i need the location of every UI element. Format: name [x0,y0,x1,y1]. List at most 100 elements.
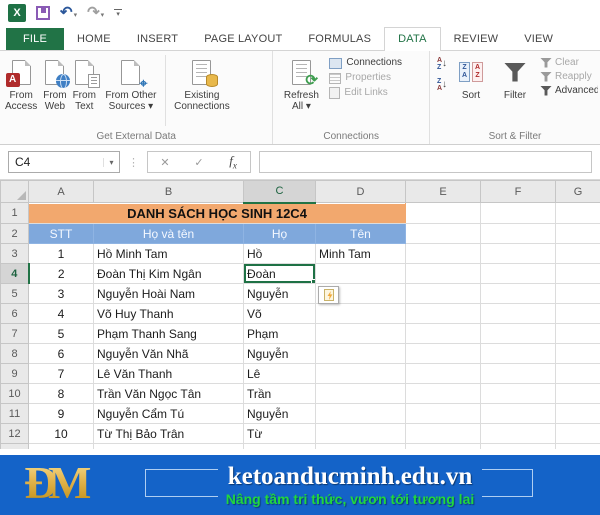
tab-view[interactable]: VIEW [524,33,554,45]
cell[interactable] [555,423,600,444]
cell[interactable] [555,263,600,284]
from-text-button[interactable]: From Text [70,53,100,113]
from-web-button[interactable]: From Web [40,53,71,113]
cell[interactable] [405,283,481,304]
cell[interactable] [405,343,481,364]
cell[interactable] [405,243,481,264]
insert-function-icon[interactable]: fx [229,153,237,171]
fill-handle[interactable] [311,279,315,283]
cell[interactable] [405,223,481,244]
cell[interactable]: Nguyễn [243,283,316,304]
cell[interactable]: 8 [28,383,94,404]
edit-links-button[interactable]: Edit Links [329,87,402,99]
cell[interactable]: 9 [28,403,94,424]
cell[interactable] [315,263,406,284]
tab-page-layout[interactable]: PAGE LAYOUT [204,33,283,45]
select-all-corner[interactable] [0,180,29,203]
cell[interactable] [405,303,481,324]
cell[interactable]: Võ [243,303,316,324]
cell[interactable] [555,243,600,264]
cell[interactable]: 4 [28,303,94,324]
sheet-title-cell[interactable]: DANH SÁCH HỌC SINH 12C4 [28,202,406,224]
name-box-caret-icon[interactable]: ▾ [103,157,119,167]
cell[interactable] [555,202,600,224]
tab-data[interactable]: DATA [384,27,441,51]
cell[interactable]: 1 [28,243,94,264]
excel-logo-icon[interactable]: X [8,4,26,22]
cell[interactable] [480,243,556,264]
filter-button[interactable]: Filter [492,53,538,102]
cell[interactable] [555,283,600,304]
cell[interactable]: 2 [28,263,94,284]
row-header-10[interactable]: 10 [0,383,29,404]
cell[interactable] [480,202,556,224]
cell[interactable]: Đoàn Thị Kim Ngân [93,263,244,284]
col-header-e[interactable]: E [405,180,481,203]
active-cell-c4[interactable]: Đoàn [243,263,316,284]
row-header-5[interactable]: 5 [0,283,29,304]
cell[interactable] [315,403,406,424]
redo-caret-icon[interactable]: ▾ [100,12,105,19]
formula-input[interactable] [259,151,592,173]
properties-button[interactable]: Properties [329,72,402,84]
cell[interactable] [405,202,481,224]
cell[interactable] [480,403,556,424]
cell[interactable]: Minh Tam [315,243,406,264]
cell[interactable]: 3 [28,283,94,304]
save-icon[interactable] [36,6,50,20]
cell[interactable]: 10 [28,423,94,444]
cell[interactable] [480,443,556,449]
col-header-f[interactable]: F [480,180,556,203]
cell[interactable] [480,363,556,384]
cell[interactable]: Phạm Thanh Sang [93,323,244,344]
customize-qat-button[interactable]: ▾ [114,9,123,18]
row-header-13[interactable] [0,443,29,449]
cell[interactable]: Nguyễn Cẩm Tú [93,403,244,424]
refresh-all-button[interactable]: ⟳ Refresh All ▾ [275,53,327,113]
col-header-d[interactable]: D [315,180,406,203]
row-header-8[interactable]: 8 [0,343,29,364]
cell[interactable]: Hồ [243,243,316,264]
cell[interactable] [315,343,406,364]
cell[interactable] [480,223,556,244]
enter-icon[interactable]: ✓ [194,156,204,169]
tab-formulas[interactable]: FORMULAS [308,33,372,45]
row-header-7[interactable]: 7 [0,323,29,344]
cell[interactable] [405,443,481,449]
header-cell-ho[interactable]: Họ [243,223,316,244]
cell[interactable]: Lê [243,363,316,384]
tab-review[interactable]: REVIEW [453,33,499,45]
cell[interactable] [480,263,556,284]
cell[interactable]: Nguyễn Hoài Nam [93,283,244,304]
cell[interactable] [555,403,600,424]
col-header-b[interactable]: B [93,180,244,203]
col-header-c[interactable]: C [243,180,316,204]
advanced-filter-button[interactable]: Advanced [540,85,598,96]
header-cell-stt[interactable]: STT [28,223,94,244]
cell[interactable] [243,443,316,449]
cell[interactable] [555,383,600,404]
cell[interactable]: 7 [28,363,94,384]
cell[interactable] [315,323,406,344]
cancel-icon[interactable]: ✕ [160,156,170,169]
cell[interactable]: Nguyễn [243,403,316,424]
row-header-9[interactable]: 9 [0,363,29,384]
cell[interactable] [480,303,556,324]
cell[interactable]: Hồ Minh Tam [93,243,244,264]
cell[interactable] [405,323,481,344]
cell[interactable] [315,423,406,444]
tab-insert[interactable]: INSERT [136,33,179,45]
existing-connections-button[interactable]: Existing Connections [168,53,236,113]
cell[interactable]: Lê Văn Thanh [93,363,244,384]
col-header-g[interactable]: G [555,180,600,203]
cell[interactable]: Từ Thị Bảo Trân [93,423,244,444]
row-header-3[interactable]: 3 [0,243,29,264]
undo-button[interactable]: ↶▾ [60,4,77,22]
row-header-4[interactable]: 4 [0,263,30,284]
cell[interactable]: 6 [28,343,94,364]
cell[interactable] [555,363,600,384]
row-header-6[interactable]: 6 [0,303,29,324]
